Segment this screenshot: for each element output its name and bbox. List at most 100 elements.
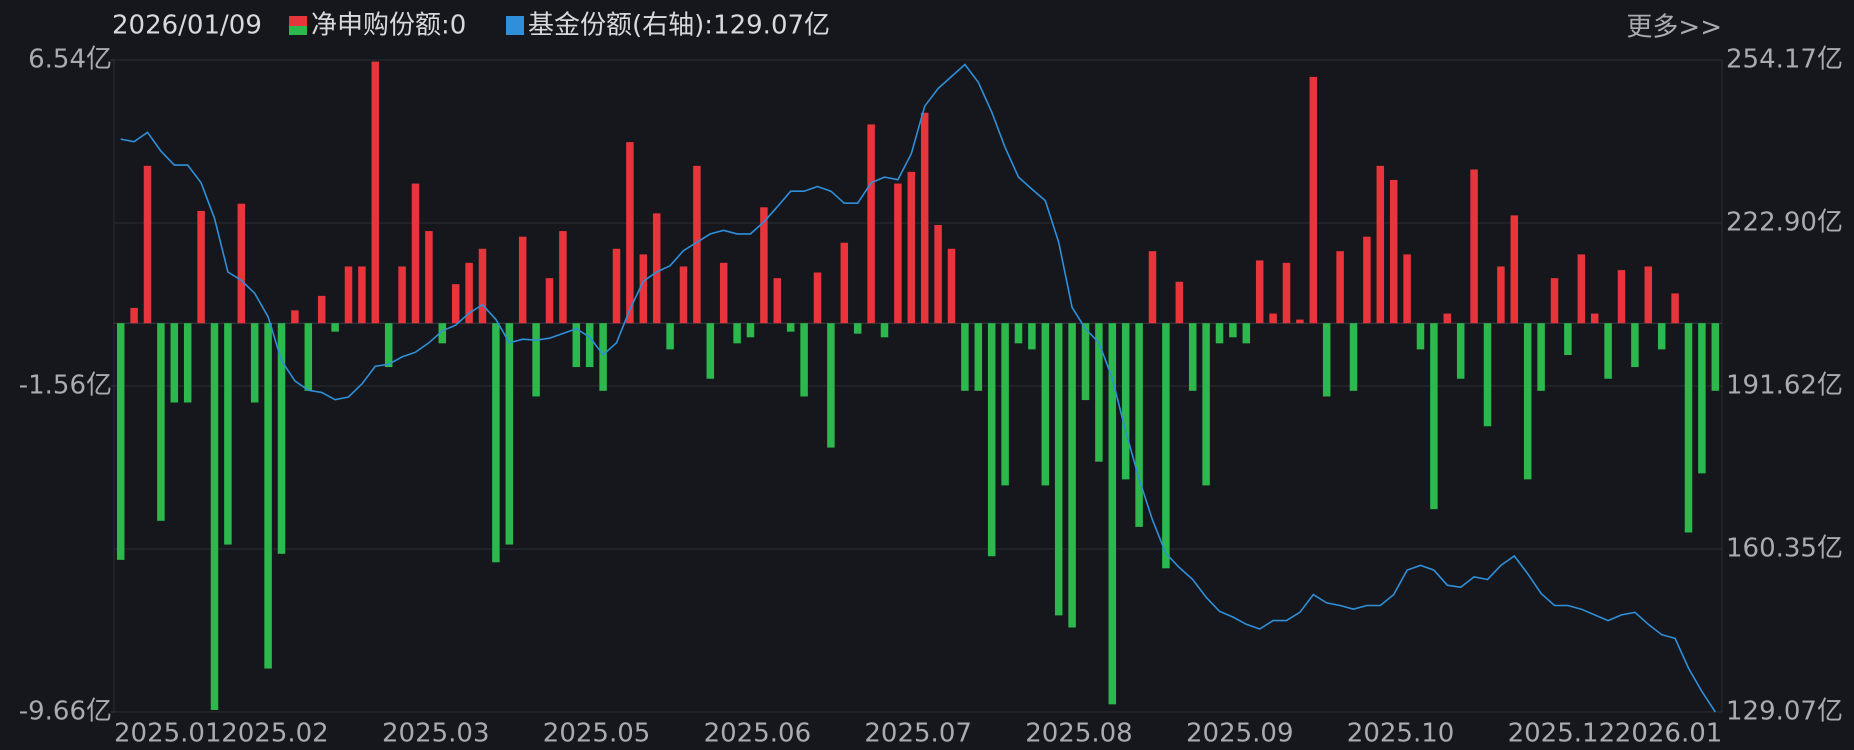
bar — [1456, 323, 1465, 379]
bar — [1430, 323, 1438, 510]
bar — [1564, 323, 1572, 356]
bar — [1631, 323, 1639, 368]
bar — [1684, 323, 1693, 533]
y-tick-label: -1.56亿 — [19, 371, 112, 401]
bar — [1657, 323, 1666, 350]
bar — [733, 323, 741, 344]
bar — [639, 254, 648, 324]
bar — [853, 323, 862, 334]
x-tick-label: 2025.08 — [1025, 719, 1133, 749]
bar — [331, 323, 339, 332]
bar — [157, 323, 165, 521]
bar — [693, 165, 701, 324]
bar — [170, 323, 179, 403]
bar — [1483, 323, 1492, 427]
bar — [1510, 215, 1519, 324]
bar — [277, 323, 286, 554]
bar — [1229, 323, 1237, 338]
y2-tick-label: 254.17亿 — [1726, 45, 1843, 75]
legend-swatch-top — [289, 16, 307, 26]
bar — [987, 323, 996, 557]
bar — [947, 248, 956, 324]
bar — [1604, 323, 1612, 379]
y2-tick-label: 191.62亿 — [1726, 371, 1843, 401]
bar — [1175, 281, 1184, 324]
bar — [224, 323, 232, 545]
bar — [934, 225, 942, 324]
bar — [612, 248, 621, 324]
legend-label: 基金份额(右轴):129.07亿 — [528, 11, 830, 41]
bar — [719, 262, 728, 324]
bar — [398, 266, 406, 324]
more-link[interactable]: 更多>> — [1626, 13, 1722, 43]
bar — [1296, 319, 1304, 324]
x-tick-label: 2025.07 — [864, 719, 972, 749]
bar — [505, 323, 514, 545]
bar — [1054, 323, 1063, 616]
legend: 净申购份额:0 基金份额(右轴):129.07亿 — [289, 11, 830, 41]
bar — [545, 278, 554, 324]
bar — [1376, 165, 1385, 324]
bar — [786, 323, 795, 332]
bar — [679, 266, 688, 324]
x-tick-label: 2026.01 — [1615, 719, 1723, 749]
bar — [1135, 323, 1143, 527]
bar — [1121, 323, 1130, 480]
bar — [800, 323, 808, 397]
bar — [813, 272, 822, 324]
bar — [143, 165, 152, 324]
bar — [706, 323, 715, 379]
x-tick-label: 2025.01 — [114, 719, 222, 749]
x-tick-label: 2025.03 — [382, 719, 490, 749]
bar — [1188, 323, 1197, 391]
bar — [1242, 323, 1251, 344]
bar — [840, 242, 849, 324]
bar — [1041, 323, 1050, 486]
bar — [210, 323, 219, 710]
bar — [411, 183, 420, 324]
bar — [1255, 260, 1264, 324]
bar — [760, 207, 768, 324]
bar — [1550, 278, 1559, 324]
bar — [880, 323, 889, 338]
bar — [585, 323, 594, 368]
bar — [1322, 323, 1331, 397]
bar — [1108, 323, 1117, 705]
bar — [666, 323, 674, 350]
bar — [1523, 323, 1532, 480]
bar — [626, 142, 634, 324]
legend-swatch-bottom — [289, 26, 307, 35]
bar — [652, 213, 661, 324]
bar — [1416, 323, 1425, 350]
bar — [1269, 313, 1277, 324]
bar — [1443, 313, 1452, 324]
x-tick-label: 2025.05 — [543, 719, 651, 749]
bar — [1403, 254, 1411, 324]
bar — [304, 323, 313, 391]
x-tick-label: 2025.10 — [1347, 719, 1455, 749]
bar — [773, 278, 782, 324]
bar — [907, 171, 916, 324]
y2-tick-label: 160.35亿 — [1726, 533, 1843, 563]
bar — [1590, 313, 1599, 324]
bar — [1537, 323, 1545, 391]
date-label: 2026/01/09 — [112, 11, 262, 41]
bar — [1497, 266, 1505, 324]
bar — [465, 262, 473, 324]
y-tick-label: -9.66亿 — [19, 697, 112, 727]
x-tick-label: 2025.09 — [1186, 719, 1294, 749]
bar — [130, 307, 138, 324]
bar — [572, 323, 581, 368]
bar — [559, 231, 567, 324]
bar — [1148, 251, 1157, 324]
bar — [1577, 254, 1586, 324]
bar — [894, 183, 902, 324]
legend-swatch — [506, 16, 524, 35]
bar — [1028, 323, 1036, 350]
bar — [264, 323, 272, 669]
bar — [1644, 266, 1653, 324]
line — [120, 63, 1716, 713]
bar — [1095, 323, 1103, 462]
bar — [317, 295, 326, 324]
